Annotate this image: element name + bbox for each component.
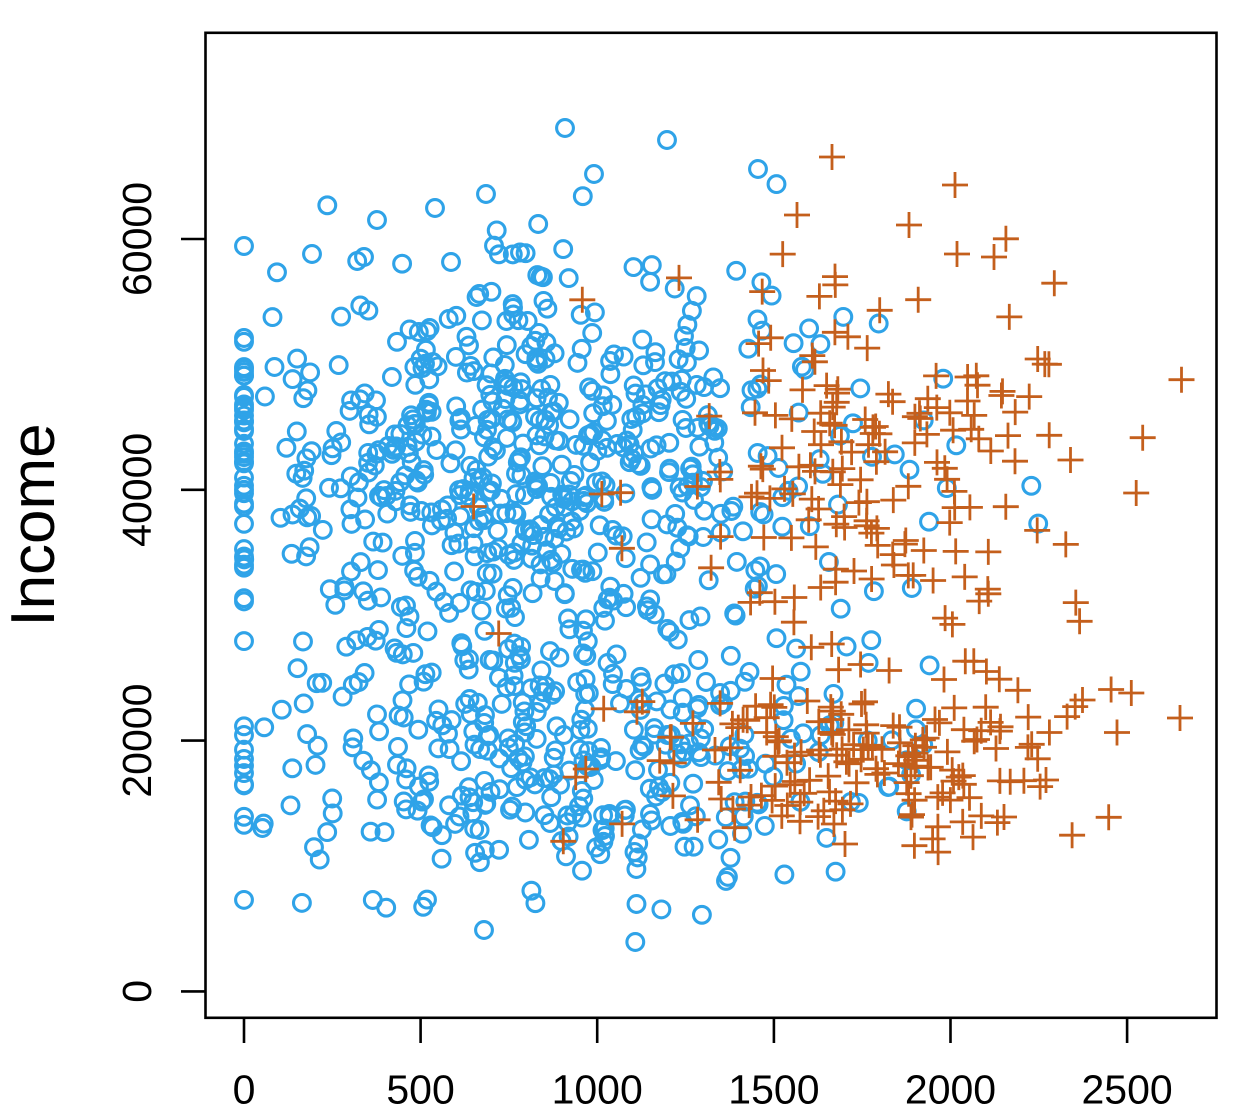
svg-text:0: 0 — [114, 980, 160, 1003]
svg-text:500: 500 — [386, 1067, 454, 1111]
svg-text:1500: 1500 — [728, 1067, 819, 1111]
svg-text:40000: 40000 — [114, 433, 160, 547]
svg-text:0: 0 — [233, 1067, 256, 1111]
svg-text:60000: 60000 — [114, 182, 160, 296]
svg-text:2500: 2500 — [1081, 1067, 1172, 1111]
svg-text:Income: Income — [0, 423, 68, 626]
svg-text:20000: 20000 — [114, 684, 160, 798]
svg-text:2000: 2000 — [905, 1067, 996, 1111]
svg-text:1000: 1000 — [552, 1067, 643, 1111]
